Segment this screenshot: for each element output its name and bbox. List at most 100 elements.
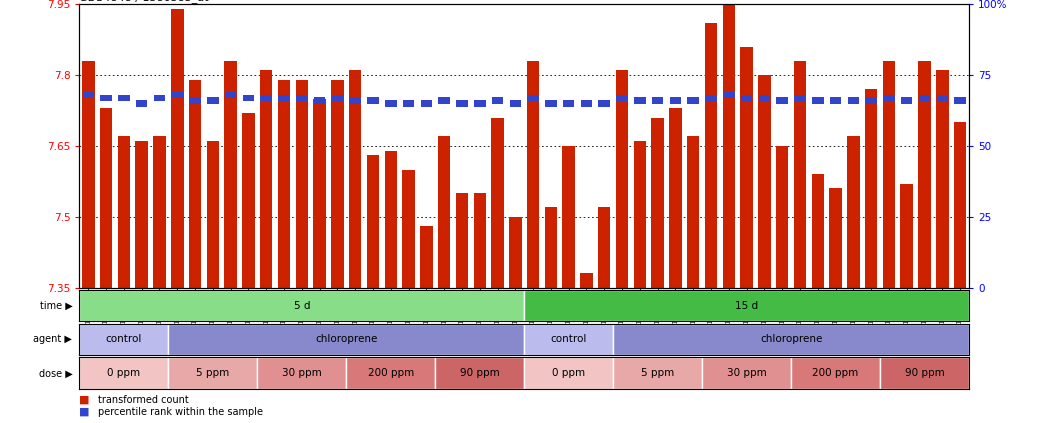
Bar: [83, 61, 94, 288]
Bar: [527, 61, 539, 288]
Bar: [741, 95, 752, 101]
Bar: [598, 207, 610, 288]
Bar: [740, 47, 753, 288]
Bar: [722, 0, 735, 288]
Bar: [331, 95, 343, 101]
Bar: [79, 324, 168, 355]
Text: ■: ■: [79, 395, 90, 404]
Bar: [313, 99, 326, 288]
Text: control: control: [551, 335, 587, 344]
Bar: [509, 100, 521, 107]
Bar: [435, 357, 524, 389]
Bar: [954, 122, 966, 288]
Text: control: control: [106, 335, 142, 344]
Bar: [883, 61, 895, 288]
Bar: [474, 100, 485, 107]
Text: 90 ppm: 90 ppm: [460, 368, 500, 378]
Text: dose ▶: dose ▶: [38, 368, 72, 378]
Bar: [118, 137, 130, 288]
Bar: [261, 70, 272, 288]
Bar: [438, 137, 450, 288]
Bar: [936, 95, 948, 101]
Text: agent ▶: agent ▶: [34, 335, 72, 344]
Bar: [936, 70, 949, 288]
Text: 15 d: 15 d: [735, 301, 758, 310]
Bar: [207, 141, 219, 288]
Text: GDS4848 / 1380385_at: GDS4848 / 1380385_at: [79, 0, 209, 3]
Bar: [847, 97, 859, 104]
Bar: [279, 95, 290, 101]
Bar: [295, 80, 308, 288]
Bar: [243, 95, 254, 101]
Bar: [580, 273, 593, 288]
Bar: [189, 80, 201, 288]
Bar: [225, 61, 237, 288]
Text: 200 ppm: 200 ppm: [812, 368, 859, 378]
Bar: [455, 193, 468, 288]
Bar: [705, 23, 717, 288]
Bar: [524, 290, 969, 321]
Bar: [527, 95, 539, 101]
Text: 0 ppm: 0 ppm: [107, 368, 141, 378]
Bar: [791, 357, 880, 389]
Bar: [79, 290, 524, 321]
Text: 5 ppm: 5 ppm: [641, 368, 675, 378]
Bar: [598, 100, 610, 107]
Bar: [776, 146, 788, 288]
Bar: [491, 118, 504, 288]
Bar: [634, 97, 646, 104]
Bar: [723, 92, 735, 98]
Bar: [847, 137, 860, 288]
Bar: [491, 97, 503, 104]
Bar: [243, 113, 254, 288]
Bar: [919, 95, 930, 101]
Bar: [331, 80, 343, 288]
Text: 30 ppm: 30 ppm: [282, 368, 322, 378]
Bar: [865, 89, 877, 288]
Bar: [613, 357, 702, 389]
Bar: [79, 357, 168, 389]
Bar: [225, 92, 236, 98]
Bar: [100, 108, 112, 288]
Text: 90 ppm: 90 ppm: [904, 368, 945, 378]
Bar: [349, 97, 361, 104]
Bar: [349, 70, 361, 288]
Bar: [524, 357, 613, 389]
Bar: [101, 95, 112, 101]
Bar: [168, 324, 524, 355]
Bar: [473, 193, 486, 288]
Bar: [168, 357, 257, 389]
Text: transformed count: transformed count: [98, 395, 190, 404]
Bar: [883, 95, 895, 101]
Bar: [758, 75, 771, 288]
Bar: [438, 97, 450, 104]
Bar: [261, 95, 272, 101]
Bar: [119, 95, 129, 101]
Bar: [154, 137, 165, 288]
Bar: [616, 70, 628, 288]
Text: 30 ppm: 30 ppm: [726, 368, 767, 378]
Text: percentile rank within the sample: percentile rank within the sample: [98, 407, 264, 417]
Bar: [257, 357, 346, 389]
Bar: [901, 97, 913, 104]
Bar: [367, 97, 379, 104]
Bar: [154, 95, 165, 101]
Bar: [420, 100, 432, 107]
Bar: [812, 97, 824, 104]
Bar: [208, 97, 218, 104]
Text: 5 d: 5 d: [293, 301, 310, 310]
Bar: [652, 97, 663, 104]
Bar: [900, 184, 913, 288]
Bar: [563, 100, 574, 107]
Bar: [687, 137, 699, 288]
Bar: [545, 100, 557, 107]
Bar: [613, 324, 969, 355]
Bar: [580, 100, 592, 107]
Bar: [651, 118, 664, 288]
Bar: [524, 324, 613, 355]
Bar: [366, 155, 379, 288]
Bar: [277, 80, 290, 288]
Bar: [830, 97, 841, 104]
Bar: [669, 97, 681, 104]
Bar: [402, 100, 414, 107]
